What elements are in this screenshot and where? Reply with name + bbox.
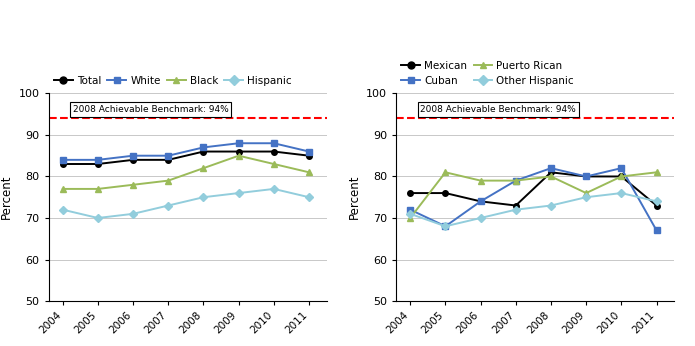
Text: 2008 Achievable Benchmark: 94%: 2008 Achievable Benchmark: 94% — [73, 105, 229, 114]
Y-axis label: Percent: Percent — [348, 175, 361, 219]
Text: 2008 Achievable Benchmark: 94%: 2008 Achievable Benchmark: 94% — [420, 105, 576, 114]
Y-axis label: Percent: Percent — [0, 175, 13, 219]
Legend: Total, White, Black, Hispanic: Total, White, Black, Hispanic — [54, 76, 292, 86]
Legend: Mexican, Cuban, Puerto Rican, Other Hispanic: Mexican, Cuban, Puerto Rican, Other Hisp… — [401, 61, 574, 86]
